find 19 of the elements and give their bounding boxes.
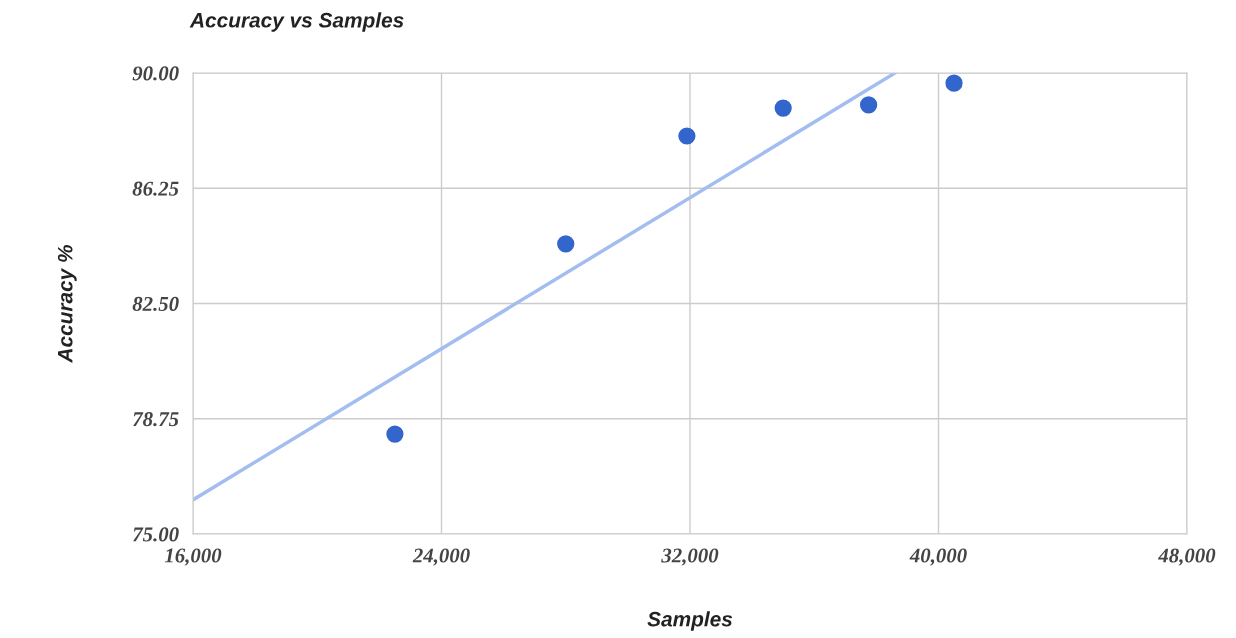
point xyxy=(945,74,963,92)
x-axis-title: Samples xyxy=(647,611,733,631)
x-tick-label: 32,000 xyxy=(661,548,719,566)
point xyxy=(386,425,404,443)
y-tick-label: 90.00 xyxy=(132,66,179,81)
x-tick-label: 40,000 xyxy=(909,548,967,566)
y-tick-label: 86.25 xyxy=(132,181,179,196)
y-tick-label: 78.75 xyxy=(133,412,179,427)
x-tick-label: 16,000 xyxy=(164,548,222,566)
chart-title: Accuracy vs Samples xyxy=(189,12,404,32)
point xyxy=(557,235,575,253)
y-tick-label: 75.00 xyxy=(133,527,179,542)
y-axis-title: Accuracy % xyxy=(57,245,77,363)
point xyxy=(678,127,696,145)
y-tick-label: 82.50 xyxy=(132,296,179,312)
point xyxy=(774,99,792,117)
point xyxy=(859,96,878,114)
x-tick-label: 48,000 xyxy=(1158,548,1216,566)
x-tick-label: 24,000 xyxy=(412,548,470,566)
